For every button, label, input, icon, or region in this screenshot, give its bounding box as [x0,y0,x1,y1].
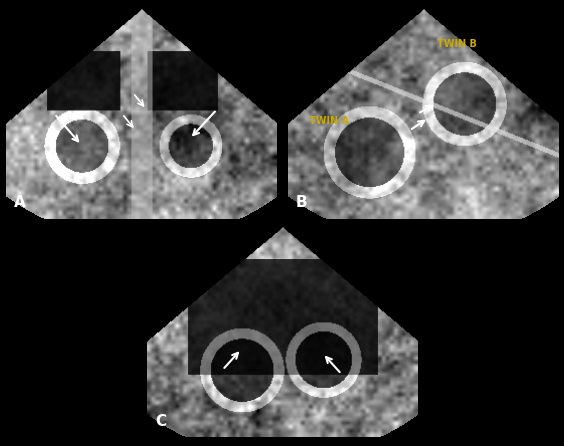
Text: C: C [155,414,166,429]
Text: B: B [296,195,307,210]
Text: TWIN B: TWIN B [437,39,477,49]
Text: TWIN A: TWIN A [309,116,349,126]
Text: A: A [14,195,25,210]
